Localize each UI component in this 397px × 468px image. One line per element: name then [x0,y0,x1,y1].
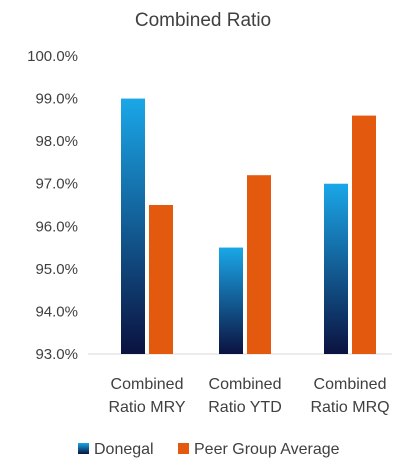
x-tick-label: Ratio MRQ [310,399,389,416]
x-axis-labels: Combined Ratio MRY Combined Ratio YTD Combin… [108,376,389,416]
bar-donegal [219,247,243,354]
legend-peer-group-average-label: Peer Group Average [194,441,340,458]
x-tick-label: Ratio MRY [108,399,185,416]
x-tick-label: Ratio YTD [208,399,282,416]
y-tick-label: 93.0% [35,346,78,363]
y-tick-label: 95.0% [35,261,78,278]
legend-donegal-label: Donegal [94,441,154,458]
bar-peer-group-average [247,175,271,354]
x-tick-label: Combined [111,376,184,393]
legend-donegal-swatch [78,443,89,454]
y-tick-label: 99.0% [35,91,78,108]
chart-title: Combined Ratio [135,10,271,31]
bar-donegal [324,183,348,354]
y-tick-label: 96.0% [35,218,78,235]
x-tick-label: Combined [209,376,282,393]
legend: Donegal Peer Group Average [78,441,340,458]
y-tick-label: 97.0% [35,176,78,193]
y-tick-label: 100.0% [27,48,78,65]
bar-donegal [121,98,145,354]
bar-peer-group-average [352,115,376,354]
y-tick-label: 94.0% [35,303,78,320]
bar-peer-group-average [149,205,173,354]
x-tick-label: Combined [314,376,387,393]
y-tick-label: 98.0% [35,133,78,150]
bars [121,98,376,354]
legend-peer-group-average-swatch [178,443,189,454]
